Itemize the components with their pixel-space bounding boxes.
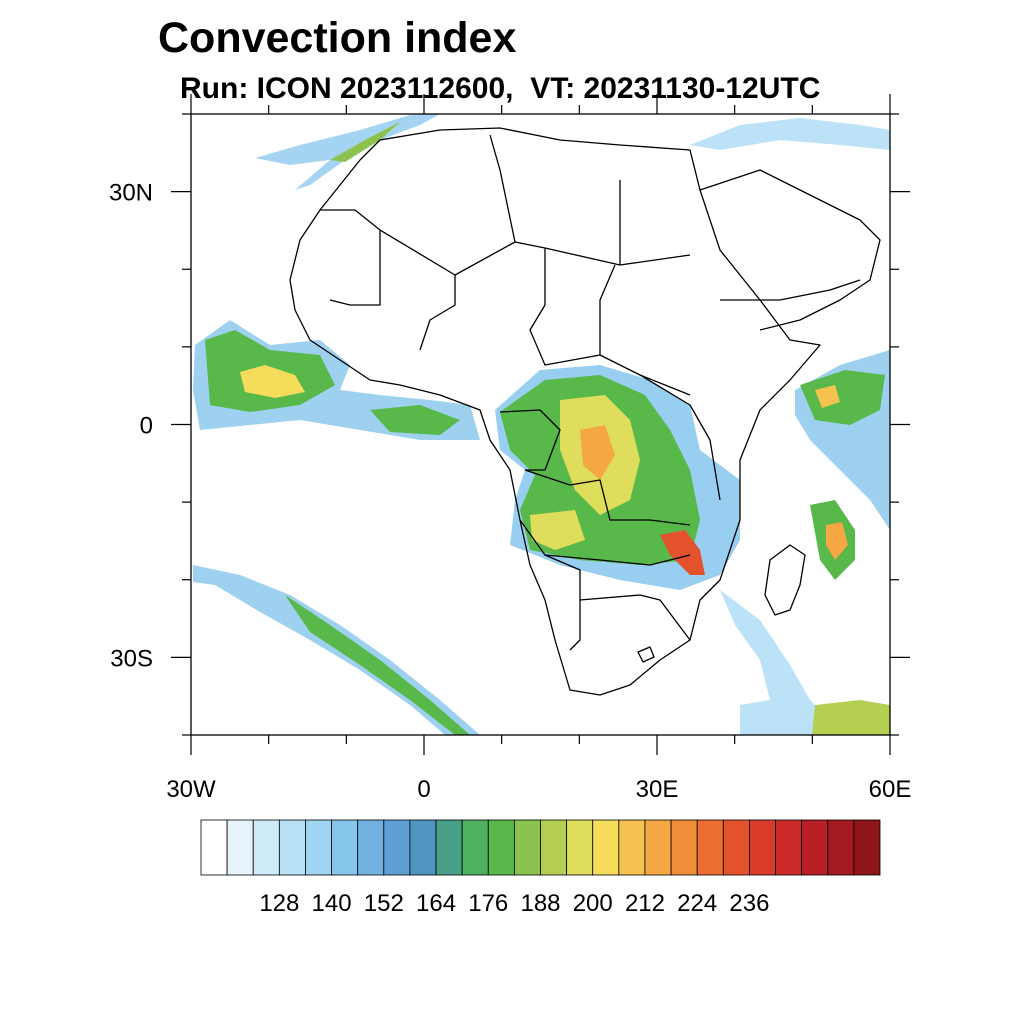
colorbar-swatch <box>513 819 541 876</box>
valid-time-label: VT: 20231130-12UTC <box>530 72 821 105</box>
colorbar-swatch <box>696 819 724 876</box>
madagascar <box>764 544 806 616</box>
colorbar-swatch <box>566 819 594 876</box>
colorbar-swatch <box>853 819 881 876</box>
x-tick-label: 60E <box>869 776 912 803</box>
x-tick-label: 30E <box>636 776 679 803</box>
africa-coastline <box>289 127 821 696</box>
map-title: Convection index <box>158 14 517 62</box>
border-7 <box>529 304 691 396</box>
field-southeast-red <box>660 530 705 575</box>
run-label: Run: ICON 2023112600, <box>180 72 514 105</box>
colorbar-swatch <box>722 819 750 876</box>
border-11 <box>524 469 691 526</box>
border-12 <box>519 519 691 566</box>
colorbar-swatch <box>618 819 646 876</box>
border-3 <box>489 134 516 243</box>
colorbar-swatch <box>644 819 672 876</box>
field-madagascar-orange <box>826 522 848 560</box>
border-8 <box>599 264 616 355</box>
field-south-atlantic-green <box>285 595 470 735</box>
colorbar-swatch <box>540 819 568 876</box>
colorbar-label: 164 <box>416 890 456 917</box>
colorbar-swatch <box>461 819 489 876</box>
colorbar-swatch <box>357 819 385 876</box>
colorbar-label: 140 <box>312 890 352 917</box>
convection-field <box>193 114 890 735</box>
field-far-south-east <box>812 700 890 735</box>
border-10 <box>499 409 561 471</box>
border-1 <box>320 209 381 306</box>
colorbar-label: 200 <box>573 890 613 917</box>
colorbar: 128 140 152 164 176 188 200 212 224 236 <box>200 819 881 917</box>
x-tick-label: 30W <box>166 776 216 803</box>
colorbar-label: 176 <box>468 890 508 917</box>
colorbar-swatch <box>592 819 620 876</box>
border-2 <box>379 229 546 305</box>
x-tick-label: 0 <box>417 776 430 803</box>
colorbar-label: 188 <box>520 890 560 917</box>
axis-ticks: 30W 0 30E 60E 30N 0 30S <box>109 94 911 803</box>
field-west-africa-yellow <box>240 365 305 398</box>
colorbar-label: 212 <box>625 890 665 917</box>
colorbar-label: 128 <box>259 890 299 917</box>
field-mozambique-band <box>720 590 890 735</box>
border-9 <box>639 374 721 501</box>
border-16 <box>699 169 881 331</box>
map-subtitle: Run: ICON 2023112600, VT: 20231130-12UTC <box>180 72 820 106</box>
colorbar-label: 236 <box>729 890 769 917</box>
y-tick-label: 30N <box>109 180 153 207</box>
colorbar-swatch <box>305 819 332 876</box>
field-indian-ocean-green <box>800 370 885 425</box>
field-central-orange <box>580 425 615 480</box>
colorbar-swatch <box>226 819 254 876</box>
lesotho <box>637 646 655 663</box>
colorbar-swatch <box>409 819 437 876</box>
country-borders <box>289 127 881 696</box>
y-tick-label: 0 <box>140 413 153 440</box>
colorbar-swatch <box>670 819 698 876</box>
field-north-atlantic-core <box>330 122 400 162</box>
colorbar-swatch <box>827 819 855 876</box>
colorbar-swatch <box>775 819 803 876</box>
field-indian-ocean-yellow <box>815 385 840 408</box>
field-angola-yellow <box>530 510 585 550</box>
colorbar-swatch <box>749 819 776 876</box>
colorbar-label: 224 <box>677 890 717 917</box>
border-14 <box>579 594 691 641</box>
colorbar-swatch <box>252 819 280 876</box>
colorbar-swatch <box>801 819 829 876</box>
border-15 <box>720 279 861 301</box>
border-6 <box>419 275 456 351</box>
colorbar-swatch <box>383 819 411 876</box>
colorbar-swatch <box>435 819 463 876</box>
y-tick-label: 30S <box>110 645 153 672</box>
border-13 <box>544 554 581 651</box>
colorbar-swatch <box>487 819 515 876</box>
field-northeast-band <box>690 118 890 150</box>
colorbar-label: 152 <box>364 890 404 917</box>
border-4 <box>544 247 691 266</box>
field-gulf-guinea-green <box>370 405 460 435</box>
colorbar-swatch <box>278 819 306 876</box>
colorbar-swatch <box>200 819 228 876</box>
colorbar-swatch <box>331 819 359 876</box>
